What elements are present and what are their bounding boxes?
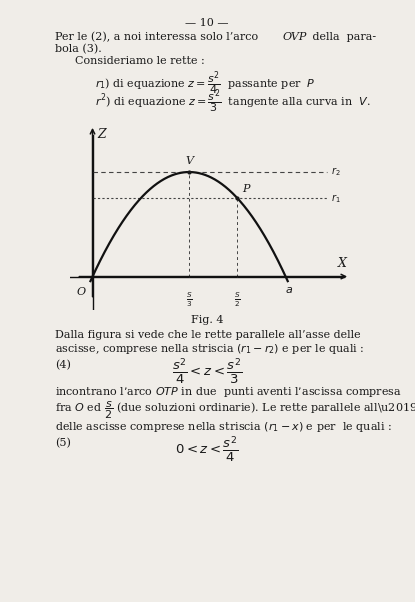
Text: $r_1$) di equazione $z = \dfrac{s^2}{4}$  passante per  $P$: $r_1$) di equazione $z = \dfrac{s^2}{4}$…	[95, 70, 316, 98]
Text: $r_1$: $r_1$	[331, 192, 340, 205]
Text: Z: Z	[97, 128, 106, 141]
Text: V: V	[185, 156, 193, 166]
Text: della  para-: della para-	[309, 32, 376, 42]
Text: fra $O$ ed $\dfrac{s}{2}$ (due soluzioni ordinarie). Le rette parallele all\u201: fra $O$ ed $\dfrac{s}{2}$ (due soluzioni…	[55, 400, 415, 421]
Text: (4): (4)	[55, 360, 71, 370]
Text: $\dfrac{s^2}{4} < z < \dfrac{s^2}{3}$: $\dfrac{s^2}{4} < z < \dfrac{s^2}{3}$	[172, 356, 242, 386]
Text: $\frac{S}{3}$: $\frac{S}{3}$	[186, 290, 193, 309]
Text: $a$: $a$	[285, 285, 293, 295]
Text: $r_2$: $r_2$	[331, 166, 340, 178]
Text: delle ascisse comprese nella striscia $(r_1 - x)$ e per  le quali :: delle ascisse comprese nella striscia $(…	[55, 420, 392, 434]
Text: Fig. 4: Fig. 4	[191, 315, 223, 325]
Text: OVP: OVP	[283, 32, 308, 42]
Text: Consideriamo le rette :: Consideriamo le rette :	[75, 56, 205, 66]
Text: $r^2$) di equazione $z = \dfrac{s^2}{3}$  tangente alla curva in  $V$.: $r^2$) di equazione $z = \dfrac{s^2}{3}$…	[95, 88, 371, 116]
Text: (5): (5)	[55, 438, 71, 448]
Text: $\frac{S}{2}$: $\frac{S}{2}$	[234, 290, 241, 309]
Text: — 10 —: — 10 —	[185, 18, 229, 28]
Text: Dalla figura si vede che le rette parallele all’asse delle: Dalla figura si vede che le rette parall…	[55, 330, 361, 340]
Text: P: P	[242, 184, 249, 194]
Text: bola (3).: bola (3).	[55, 44, 102, 54]
Text: ascisse, comprese nella striscia $(r_1 - r_2)$ e per le quali :: ascisse, comprese nella striscia $(r_1 -…	[55, 342, 364, 356]
Text: X: X	[338, 257, 347, 270]
Text: O: O	[77, 287, 86, 297]
Text: $0 < z < \dfrac{s^2}{4}$: $0 < z < \dfrac{s^2}{4}$	[175, 434, 239, 464]
Text: incontrano l’arco $OTP$ in due  punti aventi l’ascissa compresa: incontrano l’arco $OTP$ in due punti ave…	[55, 385, 402, 399]
Text: Per le (2), a noi interessa solo l’arco: Per le (2), a noi interessa solo l’arco	[55, 32, 261, 42]
